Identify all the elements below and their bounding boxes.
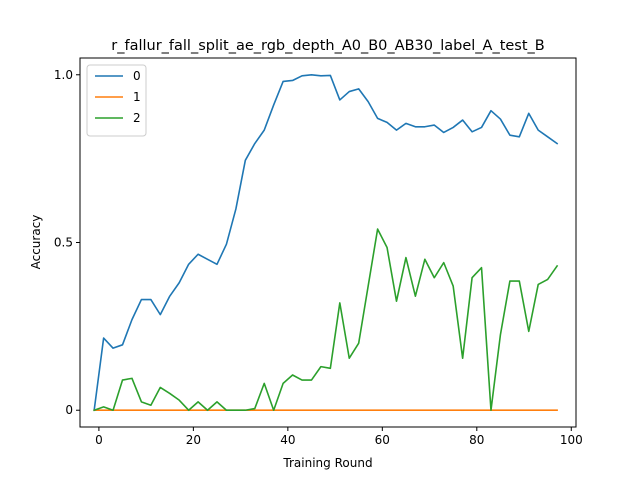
- x-tick-label: 80: [469, 433, 484, 447]
- legend-label-0: 0: [133, 69, 141, 83]
- x-axis-label: Training Round: [282, 456, 372, 470]
- x-tick-label: 40: [280, 433, 295, 447]
- x-tick-label: 60: [375, 433, 390, 447]
- x-tick-label: 0: [95, 433, 103, 447]
- x-tick-label: 20: [186, 433, 201, 447]
- series-line-2: [93, 228, 559, 412]
- legend: 0 1 2: [86, 64, 147, 137]
- chart-title: r_fallur_fall_split_ae_rgb_depth_A0_B0_A…: [111, 38, 545, 54]
- x-tick-label: 100: [560, 433, 583, 447]
- series-line-0: [93, 73, 559, 412]
- y-axis: 0 0.5 1.0: [54, 68, 80, 417]
- y-axis-label: Accuracy: [29, 215, 43, 270]
- y-tick-label: 0.5: [54, 236, 73, 250]
- plot-area: [79, 57, 577, 428]
- x-axis: 0 20 40 60 80 100: [95, 427, 583, 447]
- y-tick-label: 1.0: [54, 68, 73, 82]
- plot-frame: [79, 57, 577, 428]
- legend-label-2: 2: [133, 111, 141, 125]
- y-tick-label: 0: [65, 403, 73, 417]
- legend-label-1: 1: [133, 90, 141, 104]
